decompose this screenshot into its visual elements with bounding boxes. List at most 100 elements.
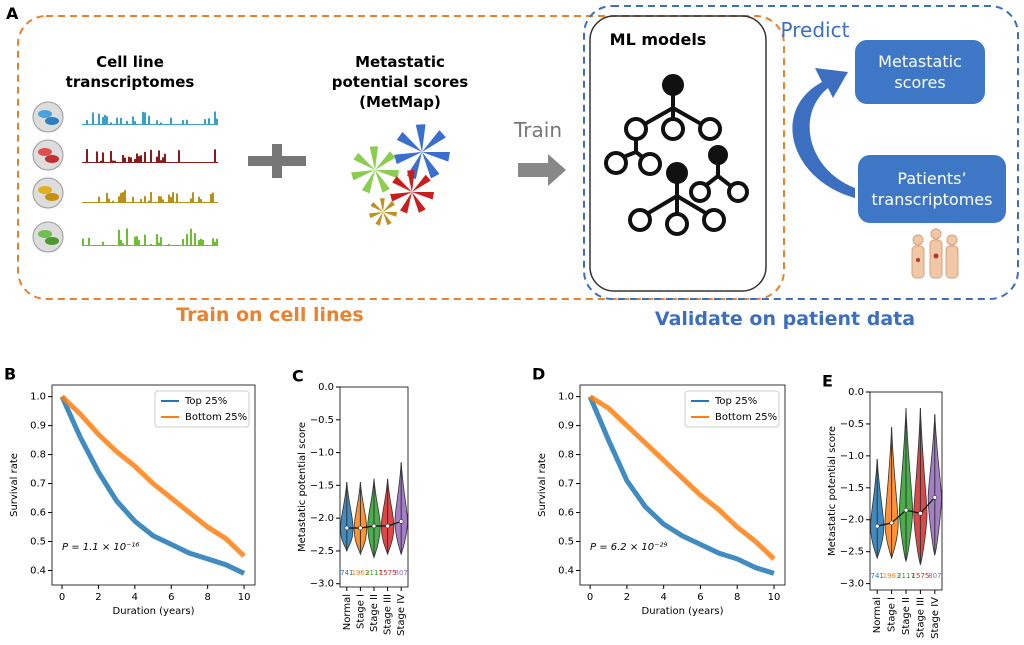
- scores-label: Metastatic potential scores (MetMap): [331, 53, 469, 111]
- spectrum-bar: [172, 162, 174, 163]
- spectrum-bar: [132, 116, 134, 125]
- spectrum-bar: [164, 202, 166, 203]
- predict-label: Predict: [780, 18, 850, 42]
- pinwheel-blade: [392, 176, 412, 192]
- spectrum-bar: [122, 243, 124, 246]
- spectrum-bar: [84, 162, 86, 163]
- spectrum-bar: [122, 192, 124, 203]
- median-dot: [398, 519, 404, 524]
- spectrum-bar: [188, 162, 190, 163]
- plus-sign: [248, 144, 306, 178]
- train-box: [17, 15, 785, 300]
- spectrum-bar: [208, 245, 210, 246]
- survival-curve: [587, 395, 775, 576]
- pinwheel-blade: [422, 130, 446, 152]
- x-tick-label: Stage I: [887, 597, 898, 632]
- spectrum-bar: [126, 120, 128, 125]
- spectrum-bar: [108, 124, 110, 125]
- spectrum-bar: [110, 202, 112, 203]
- spectrum-bar: [156, 156, 158, 163]
- x-tick-label: 8: [204, 592, 210, 603]
- pinwheel-blade: [383, 212, 397, 217]
- spectrum-bar: [174, 124, 176, 125]
- spectrum-bar: [200, 124, 202, 125]
- spectrum-bar: [204, 202, 206, 203]
- spectrum-bar: [108, 198, 110, 203]
- count-label: 1963: [351, 569, 369, 577]
- spectrum-bar: [150, 243, 152, 246]
- spectrum-bar: [174, 245, 176, 246]
- pinwheel-blade: [361, 170, 375, 194]
- spectrum-bar: [128, 202, 130, 203]
- spectrum-bar: [174, 202, 176, 203]
- count-label: 2117: [365, 569, 383, 577]
- spectrum-bar: [178, 150, 180, 163]
- count-label: 1575: [379, 569, 397, 577]
- spectrum-bar: [92, 162, 94, 163]
- spectrum-bar: [196, 162, 198, 163]
- spectrum-bar: [110, 151, 112, 163]
- spectrum-bar: [200, 238, 202, 246]
- spectrum-bar: [214, 111, 216, 125]
- spectrum-bar: [154, 124, 156, 125]
- spectrum-bar: [126, 202, 128, 203]
- x-tick-label: 6: [168, 592, 174, 603]
- spectrum-bar: [140, 155, 142, 163]
- spectrum-bar: [138, 240, 140, 246]
- spectrum-bar: [212, 124, 214, 125]
- spectrum-bar: [196, 124, 198, 125]
- x-tick-label: Normal: [872, 597, 883, 633]
- spectrum-bar: [146, 124, 148, 125]
- spectrum-bar: [170, 245, 172, 246]
- plot-frame: [579, 384, 786, 586]
- spectrum-bar: [82, 202, 84, 203]
- y-tick-label: 0.0: [318, 382, 334, 393]
- spectrum-bar: [164, 153, 166, 163]
- spectrum-bar: [94, 245, 96, 246]
- spectrum-bar: [194, 233, 196, 246]
- spectrum-bar: [186, 202, 188, 203]
- spectrum-bar: [154, 202, 156, 203]
- pinwheel-blade: [353, 152, 375, 170]
- spectrum-bar: [130, 157, 132, 163]
- spectrum-bar: [184, 202, 186, 203]
- spectrum-bar: [198, 196, 200, 203]
- median-dot: [889, 520, 894, 526]
- pinwheel-blade: [390, 192, 412, 202]
- spectrum-bar: [96, 202, 98, 203]
- pinwheel-blade: [375, 212, 383, 226]
- y-tick-label: 0.4: [558, 566, 574, 577]
- y-tick-label: 0.5: [558, 537, 574, 548]
- y-axis-label: Survival rate: [537, 453, 548, 517]
- cells: [32, 101, 64, 253]
- p-value: P = 1.1 × 10⁻¹⁶: [62, 542, 139, 553]
- spectrum-bar: [144, 112, 146, 125]
- spectrum-bar: [88, 237, 90, 246]
- plot-frame: [51, 384, 256, 586]
- y-tick-label: −0.5: [310, 415, 334, 426]
- x-tick-label: Stage II: [369, 594, 380, 632]
- spectrum-bar: [176, 245, 178, 246]
- x-tick-label: 10: [768, 592, 781, 603]
- spectrum-bar: [88, 162, 90, 163]
- panel-label: D: [532, 365, 545, 384]
- spectrum-bar: [144, 151, 146, 163]
- pinwheel-blade: [379, 198, 385, 212]
- median-dot: [903, 507, 909, 513]
- spectrum-bar: [148, 200, 150, 203]
- count-label: 741: [340, 569, 353, 577]
- y-tick-label: 0.8: [558, 450, 574, 461]
- spectrum-bar: [200, 162, 202, 163]
- spectrum-bar: [134, 159, 136, 163]
- pinwheel-blade: [375, 151, 396, 170]
- spectrum-bar: [182, 120, 184, 125]
- x-axis-label: Duration (years): [642, 606, 724, 617]
- spectrum-bar: [180, 245, 182, 246]
- spectrum-bar: [214, 149, 216, 163]
- pinwheel-blade: [369, 212, 383, 219]
- spectrum-bar: [138, 156, 140, 163]
- predict-arrow: [792, 68, 855, 198]
- y-tick-label: −2.5: [840, 547, 864, 558]
- spectrum-bar: [180, 124, 182, 125]
- spectrum-bar: [216, 118, 218, 125]
